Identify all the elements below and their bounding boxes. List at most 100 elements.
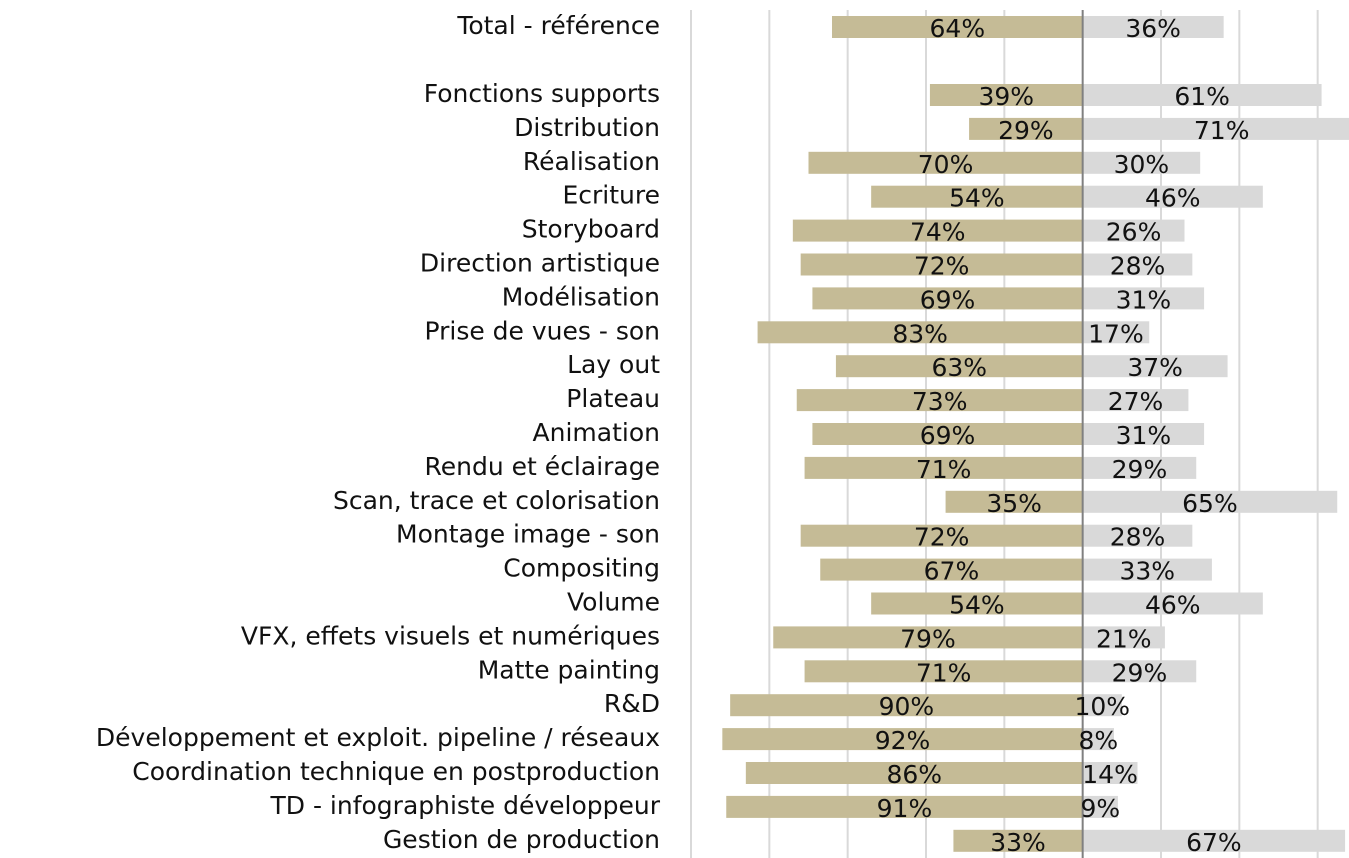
bar bbox=[820, 558, 1083, 581]
category-label: Matte painting bbox=[478, 655, 660, 684]
bar bbox=[945, 490, 1083, 513]
category-label: Storyboard bbox=[522, 215, 660, 244]
bar bbox=[1082, 762, 1138, 784]
value-label: 29% bbox=[1112, 455, 1168, 484]
bar bbox=[745, 762, 1083, 784]
value-label: 30% bbox=[1114, 150, 1170, 179]
value-label: 31% bbox=[1116, 285, 1172, 314]
value-label: 69% bbox=[920, 421, 976, 450]
value-label: 46% bbox=[1145, 184, 1201, 213]
category-label: TD - infographiste développeur bbox=[269, 791, 660, 820]
value-label: 71% bbox=[916, 658, 972, 687]
value-label: 28% bbox=[1110, 252, 1166, 281]
category-label: Volume bbox=[567, 588, 660, 617]
bar bbox=[1082, 795, 1118, 818]
bar bbox=[871, 185, 1083, 208]
bar bbox=[796, 389, 1083, 412]
bar bbox=[812, 423, 1083, 445]
bar bbox=[1082, 219, 1185, 242]
category-label: Coordination technique en postproduction bbox=[132, 757, 660, 786]
category-label: Gestion de production bbox=[383, 825, 660, 854]
category-label: R&D bbox=[604, 689, 660, 718]
value-label: 83% bbox=[892, 319, 948, 348]
value-label: 67% bbox=[924, 557, 980, 586]
category-label: Ecriture bbox=[562, 181, 660, 210]
bar bbox=[722, 728, 1083, 751]
bar bbox=[1082, 626, 1165, 649]
value-label: 27% bbox=[1108, 387, 1164, 416]
labels: Total - référence 64% 36% Fonctions support… bbox=[96, 10, 1250, 858]
category-label: Direction artistique bbox=[420, 249, 660, 278]
value-label: 10% bbox=[1074, 692, 1130, 721]
bar bbox=[808, 151, 1083, 174]
value-label: 36% bbox=[1125, 14, 1181, 43]
value-label: 35% bbox=[986, 489, 1042, 518]
bar bbox=[730, 694, 1083, 717]
bar bbox=[1082, 660, 1197, 683]
value-label: 46% bbox=[1145, 591, 1201, 620]
category-label: Distribution bbox=[514, 113, 660, 142]
bar bbox=[835, 355, 1083, 378]
category-label: Développement et exploit. pipeline / rés… bbox=[96, 723, 660, 752]
bar bbox=[1082, 355, 1228, 378]
bar bbox=[1082, 728, 1114, 751]
value-label: 79% bbox=[900, 624, 956, 653]
value-label: 37% bbox=[1127, 353, 1183, 382]
bar bbox=[871, 592, 1083, 615]
category-label: Prise de vues - son bbox=[424, 316, 660, 345]
value-label: 69% bbox=[920, 285, 976, 314]
value-label: 72% bbox=[914, 523, 970, 552]
bars bbox=[722, 16, 1349, 852]
value-label: 64% bbox=[930, 14, 986, 43]
bar bbox=[1082, 423, 1205, 445]
bar bbox=[800, 524, 1083, 547]
value-label: 21% bbox=[1096, 624, 1152, 653]
value-label: 14% bbox=[1082, 760, 1138, 789]
value-label: 90% bbox=[879, 692, 935, 721]
value-label: 28% bbox=[1110, 523, 1166, 552]
value-label: 71% bbox=[916, 455, 972, 484]
bar bbox=[1082, 490, 1338, 513]
value-label: 33% bbox=[990, 828, 1046, 857]
bar bbox=[1082, 321, 1150, 344]
value-label: 29% bbox=[1112, 658, 1168, 687]
bar bbox=[1082, 558, 1212, 581]
category-label: VFX, effets visuels et numériques bbox=[241, 621, 660, 650]
bar bbox=[1082, 253, 1193, 276]
bar bbox=[1082, 117, 1349, 140]
category-label: Compositing bbox=[503, 554, 660, 583]
category-label: Plateau bbox=[566, 384, 660, 413]
value-label: 63% bbox=[932, 353, 988, 382]
value-label: 86% bbox=[886, 760, 942, 789]
value-label: 54% bbox=[949, 591, 1005, 620]
category-label: Total - référence bbox=[456, 11, 660, 40]
value-label: 71% bbox=[1194, 116, 1250, 145]
bar bbox=[1082, 829, 1346, 852]
bar bbox=[1082, 287, 1205, 310]
bar bbox=[1082, 694, 1122, 717]
category-label: Lay out bbox=[567, 350, 660, 379]
category-label: Animation bbox=[533, 418, 660, 447]
category-label: Fonctions supports bbox=[424, 79, 660, 108]
value-label: 65% bbox=[1182, 489, 1238, 518]
value-label: 26% bbox=[1106, 218, 1162, 247]
bar bbox=[1082, 456, 1197, 479]
bar bbox=[969, 117, 1083, 140]
value-label: 31% bbox=[1116, 421, 1172, 450]
value-label: 17% bbox=[1088, 319, 1144, 348]
category-label: Scan, trace et colorisation bbox=[333, 486, 660, 515]
category-label: Réalisation bbox=[523, 147, 660, 176]
value-label: 67% bbox=[1186, 828, 1242, 857]
value-label: 9% bbox=[1080, 794, 1120, 823]
value-label: 8% bbox=[1078, 726, 1118, 755]
bar bbox=[832, 16, 1083, 38]
value-label: 73% bbox=[912, 387, 968, 416]
value-label: 72% bbox=[914, 252, 970, 281]
bar bbox=[804, 660, 1083, 683]
category-label: Montage image - son bbox=[396, 520, 660, 549]
bar bbox=[773, 626, 1083, 649]
bar bbox=[800, 253, 1083, 276]
value-label: 70% bbox=[918, 150, 974, 179]
bar bbox=[804, 456, 1083, 479]
